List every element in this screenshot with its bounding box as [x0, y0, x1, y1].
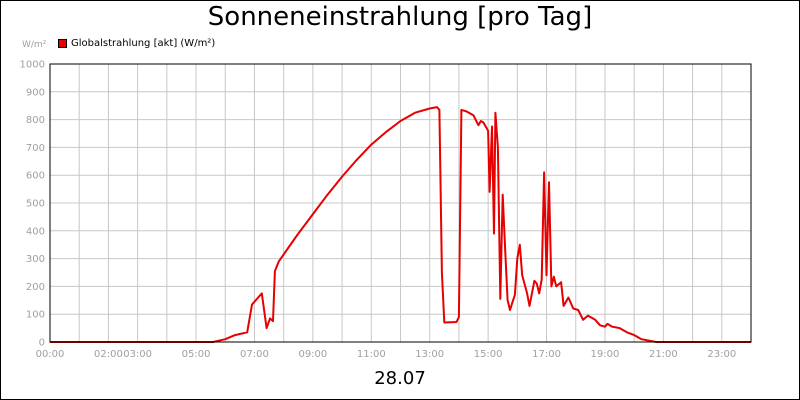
legend-swatch: [58, 39, 67, 48]
x-tick-label: 05:00: [182, 349, 211, 360]
x-tick-label: 13:00: [415, 349, 444, 360]
y-tick-label: 900: [26, 87, 45, 98]
chart-title: Sonneneinstrahlung [pro Tag]: [207, 2, 593, 32]
x-tick-label: 07:00: [240, 349, 269, 360]
x-tick-label: 00:00: [36, 349, 65, 360]
y-tick-label: 500: [26, 199, 45, 210]
x-tick-label: 02:00: [94, 349, 123, 360]
y-tick-label: 1000: [20, 60, 45, 71]
y-axis-unit-label: W/m²: [22, 40, 47, 50]
y-tick-label: 700: [26, 143, 45, 154]
x-tick-label: 09:00: [298, 349, 327, 360]
x-tick-label: 11:00: [357, 349, 386, 360]
y-tick-label: 600: [26, 171, 45, 182]
x-tick-label: 21:00: [649, 349, 678, 360]
series-line: [50, 106, 751, 343]
legend: Globalstrahlung [akt] (W/m²): [58, 38, 215, 49]
y-tick-label: 800: [26, 115, 45, 126]
y-tick-label: 200: [26, 282, 45, 293]
x-tick-label: 19:00: [591, 349, 620, 360]
x-tick-label: 17:00: [532, 349, 561, 360]
x-tick-label: 03:00: [123, 349, 152, 360]
y-tick-label: 0: [39, 338, 45, 349]
y-tick-label: 400: [26, 226, 45, 237]
y-tick-label: 300: [26, 254, 45, 265]
legend-label: Globalstrahlung [akt] (W/m²): [71, 38, 216, 49]
plot-border: [49, 63, 752, 343]
x-tick-label: 15:00: [474, 349, 503, 360]
x-axis-date-label: 28.07: [374, 368, 426, 389]
y-tick-label: 100: [26, 310, 45, 321]
x-tick-label: 23:00: [707, 349, 736, 360]
